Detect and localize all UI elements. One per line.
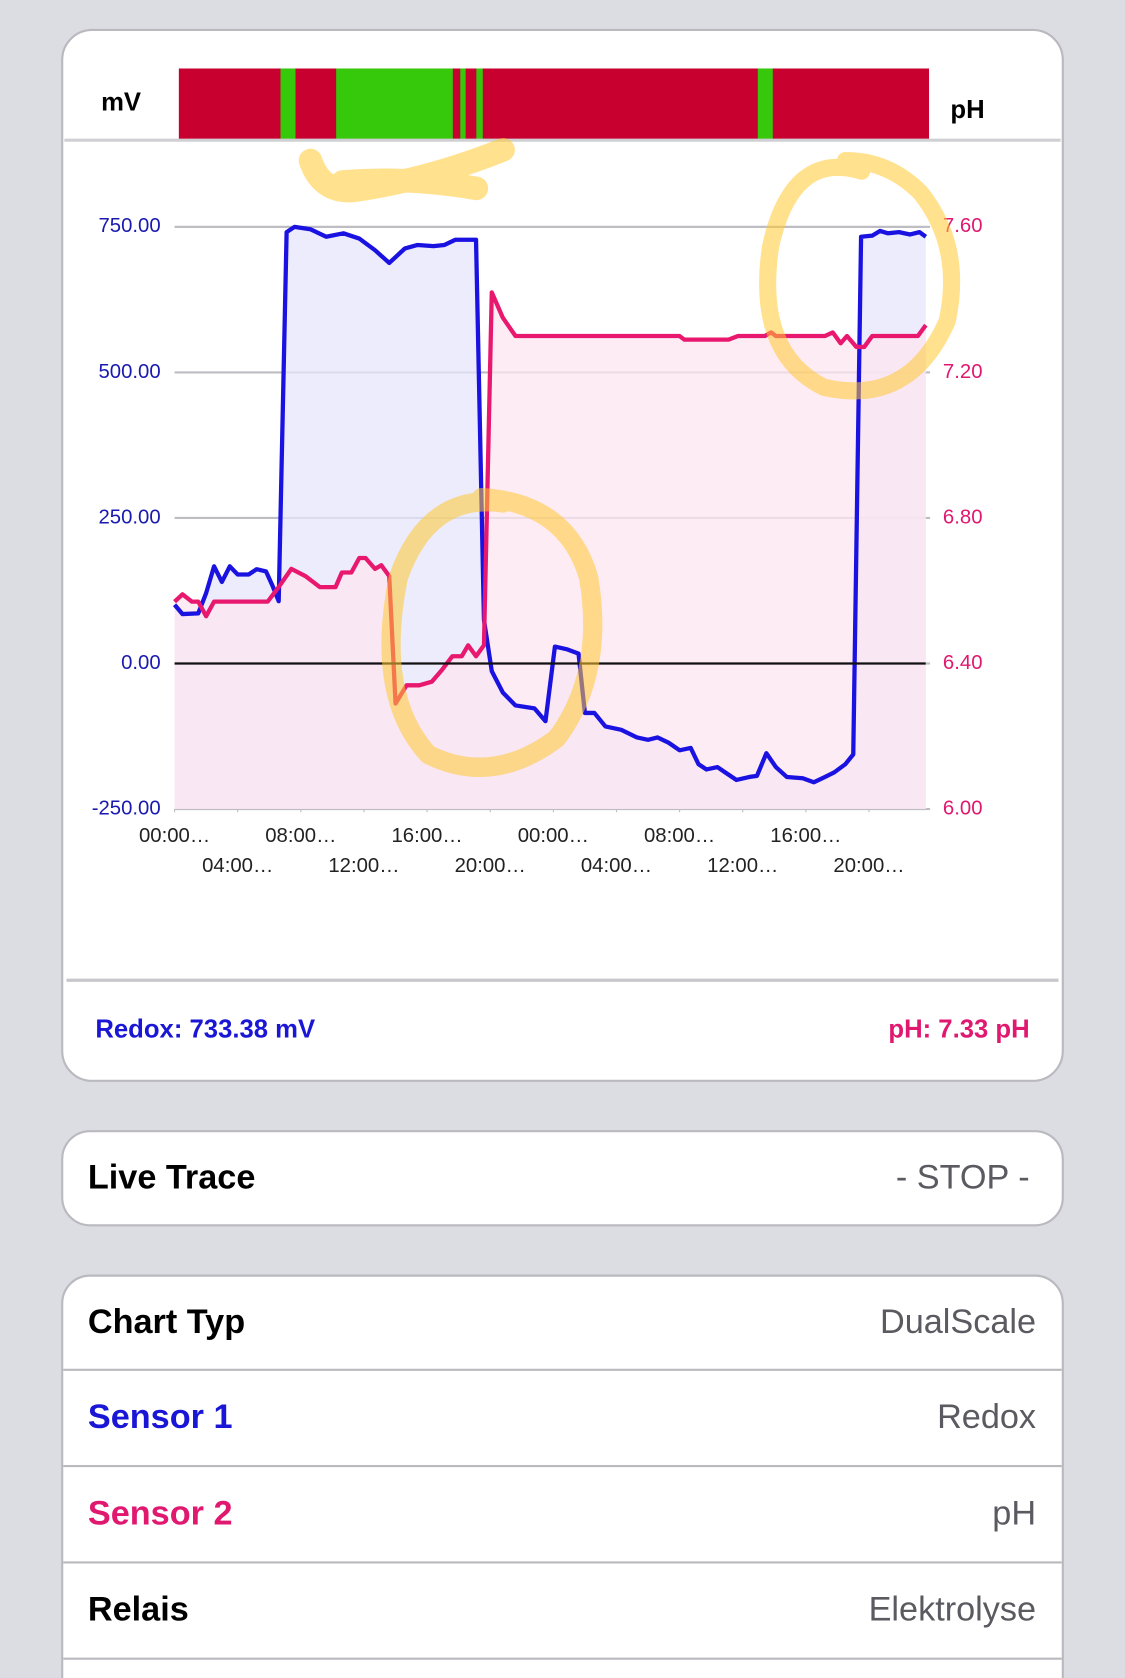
setting-value[interactable]: pH — [992, 1494, 1036, 1532]
setting-value[interactable]: DualScale — [880, 1303, 1036, 1341]
settings-card — [61, 1274, 1064, 1678]
status-off — [178, 68, 930, 141]
x-tick-label: 00:00… — [518, 825, 589, 847]
x-tick-label: 08:00… — [265, 825, 336, 847]
x-tick-label: 16:00… — [770, 825, 841, 847]
relay-status-bar — [178, 68, 930, 141]
highlight-stroke — [298, 138, 515, 203]
y2-tick-label: 6.40 — [943, 652, 983, 674]
status-on — [280, 68, 296, 141]
y-tick-label: 750.00 — [98, 215, 160, 237]
y2-tick-label: 6.00 — [943, 797, 983, 819]
status-on — [476, 68, 483, 141]
x-tick-label: 04:00… — [202, 855, 273, 877]
live-trace-button[interactable]: - STOP - — [896, 1158, 1030, 1196]
x-tick-label: 04:00… — [581, 855, 652, 877]
y2-tick-label: 6.80 — [943, 506, 983, 528]
y-tick-label: 250.00 — [98, 506, 160, 528]
setting-label: Relais — [88, 1591, 189, 1629]
status-on — [336, 68, 453, 141]
series-line — [173, 290, 928, 706]
ticks: -250.00 0.00 250.00 500.00 750.00 6.00 6.40 6.8… — [92, 215, 983, 877]
y2-axis-label: pH — [950, 96, 984, 124]
y-axis-label: mV — [101, 89, 141, 117]
x-tick-label: 00:00… — [139, 825, 210, 847]
y-tick-label: -250.00 — [92, 797, 161, 819]
highlight-circle — [381, 487, 603, 777]
live-trace-card[interactable] — [61, 1130, 1064, 1227]
y2-tick-label: 7.20 — [943, 361, 983, 383]
ph-readout: pH: 7.33 pH — [888, 1015, 1029, 1043]
series-area — [174, 292, 926, 810]
y2-tick-label: 7.60 — [943, 215, 983, 237]
redox-readout: Redox: 733.38 mV — [95, 1015, 315, 1043]
x-tick-label: 08:00… — [644, 825, 715, 847]
status-on — [757, 68, 773, 141]
setting-label: Chart Typ — [88, 1303, 245, 1341]
lines — [172, 224, 928, 785]
y-tick-label: 0.00 — [121, 652, 161, 674]
status-on — [460, 68, 466, 141]
x-tick-label: 12:00… — [328, 855, 399, 877]
highlight-circle — [759, 151, 961, 400]
setting-label: Sensor 2 — [88, 1494, 233, 1532]
highlighter-marks — [298, 138, 961, 777]
live-trace-label: Live Trace — [88, 1158, 255, 1196]
setting-label: Sensor 1 — [88, 1398, 233, 1436]
y-tick-label: 500.00 — [98, 361, 160, 383]
x-tick-label: 20:00… — [455, 855, 526, 877]
x-tick-label: 20:00… — [833, 855, 904, 877]
x-tick-label: 12:00… — [707, 855, 778, 877]
x-tick-label: 16:00… — [391, 825, 462, 847]
setting-value[interactable]: Elektrolyse — [869, 1591, 1036, 1629]
series-line — [172, 224, 928, 785]
setting-value[interactable]: Redox — [937, 1398, 1036, 1436]
